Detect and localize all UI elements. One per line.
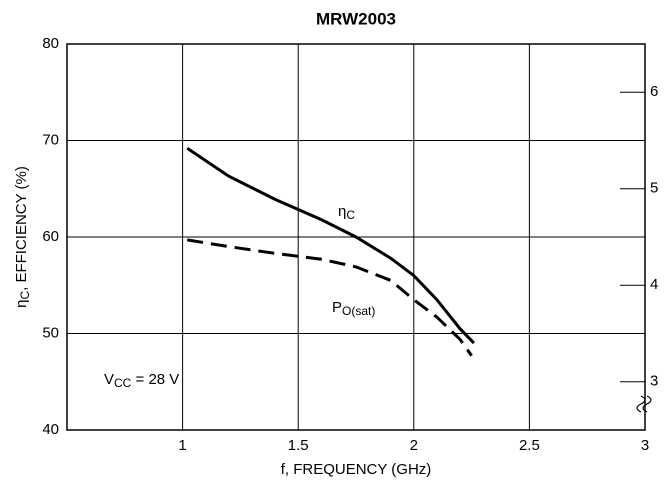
series-label-sub: C (346, 208, 355, 222)
y-tick-label: 80 (42, 35, 59, 52)
y-tick-label: 40 (42, 421, 59, 438)
series-label-main: η (338, 203, 346, 220)
annotation-part: V (104, 371, 114, 388)
y-label-part: , EFFICIENCY (%) (13, 166, 30, 291)
y-tick-label: 50 (42, 324, 59, 341)
axis-break (636, 395, 652, 413)
y-tick-label: 70 (42, 131, 59, 148)
x-axis-label: f, FREQUENCY (GHz) (281, 461, 432, 478)
y-label-part: η (13, 300, 30, 308)
annotation: VCC = 28 V (104, 371, 179, 390)
series-label: PO(sat) (332, 299, 375, 318)
x-tick-label: 2.5 (519, 437, 540, 454)
y-tick-label: 60 (42, 228, 59, 245)
annotation-part: = 28 V (131, 371, 179, 388)
plot-frame (66, 43, 646, 431)
series-label: ηC (338, 203, 355, 222)
y2-tick-label: 5 (650, 180, 658, 197)
series-line (186, 146, 475, 345)
x-tick-label: 2 (410, 437, 418, 454)
chart-title: MRW2003 (316, 9, 396, 28)
x-tick-label: 1 (178, 437, 186, 454)
y-label-sub: C (18, 291, 32, 300)
series-label-main: P (332, 299, 342, 316)
annotation-sub: CC (114, 376, 132, 390)
y2-tick-label: 4 (650, 276, 658, 293)
y2-tick-label: 6 (650, 83, 658, 100)
x-tick-label: 1.5 (288, 437, 309, 454)
y-axis-label: ηC, EFFICIENCY (%) (13, 166, 32, 308)
y2-tick-label: 3 (650, 373, 658, 390)
series-label-sub: O(sat) (342, 304, 375, 318)
x-tick-label: 3 (641, 437, 649, 454)
series-line (186, 238, 473, 357)
